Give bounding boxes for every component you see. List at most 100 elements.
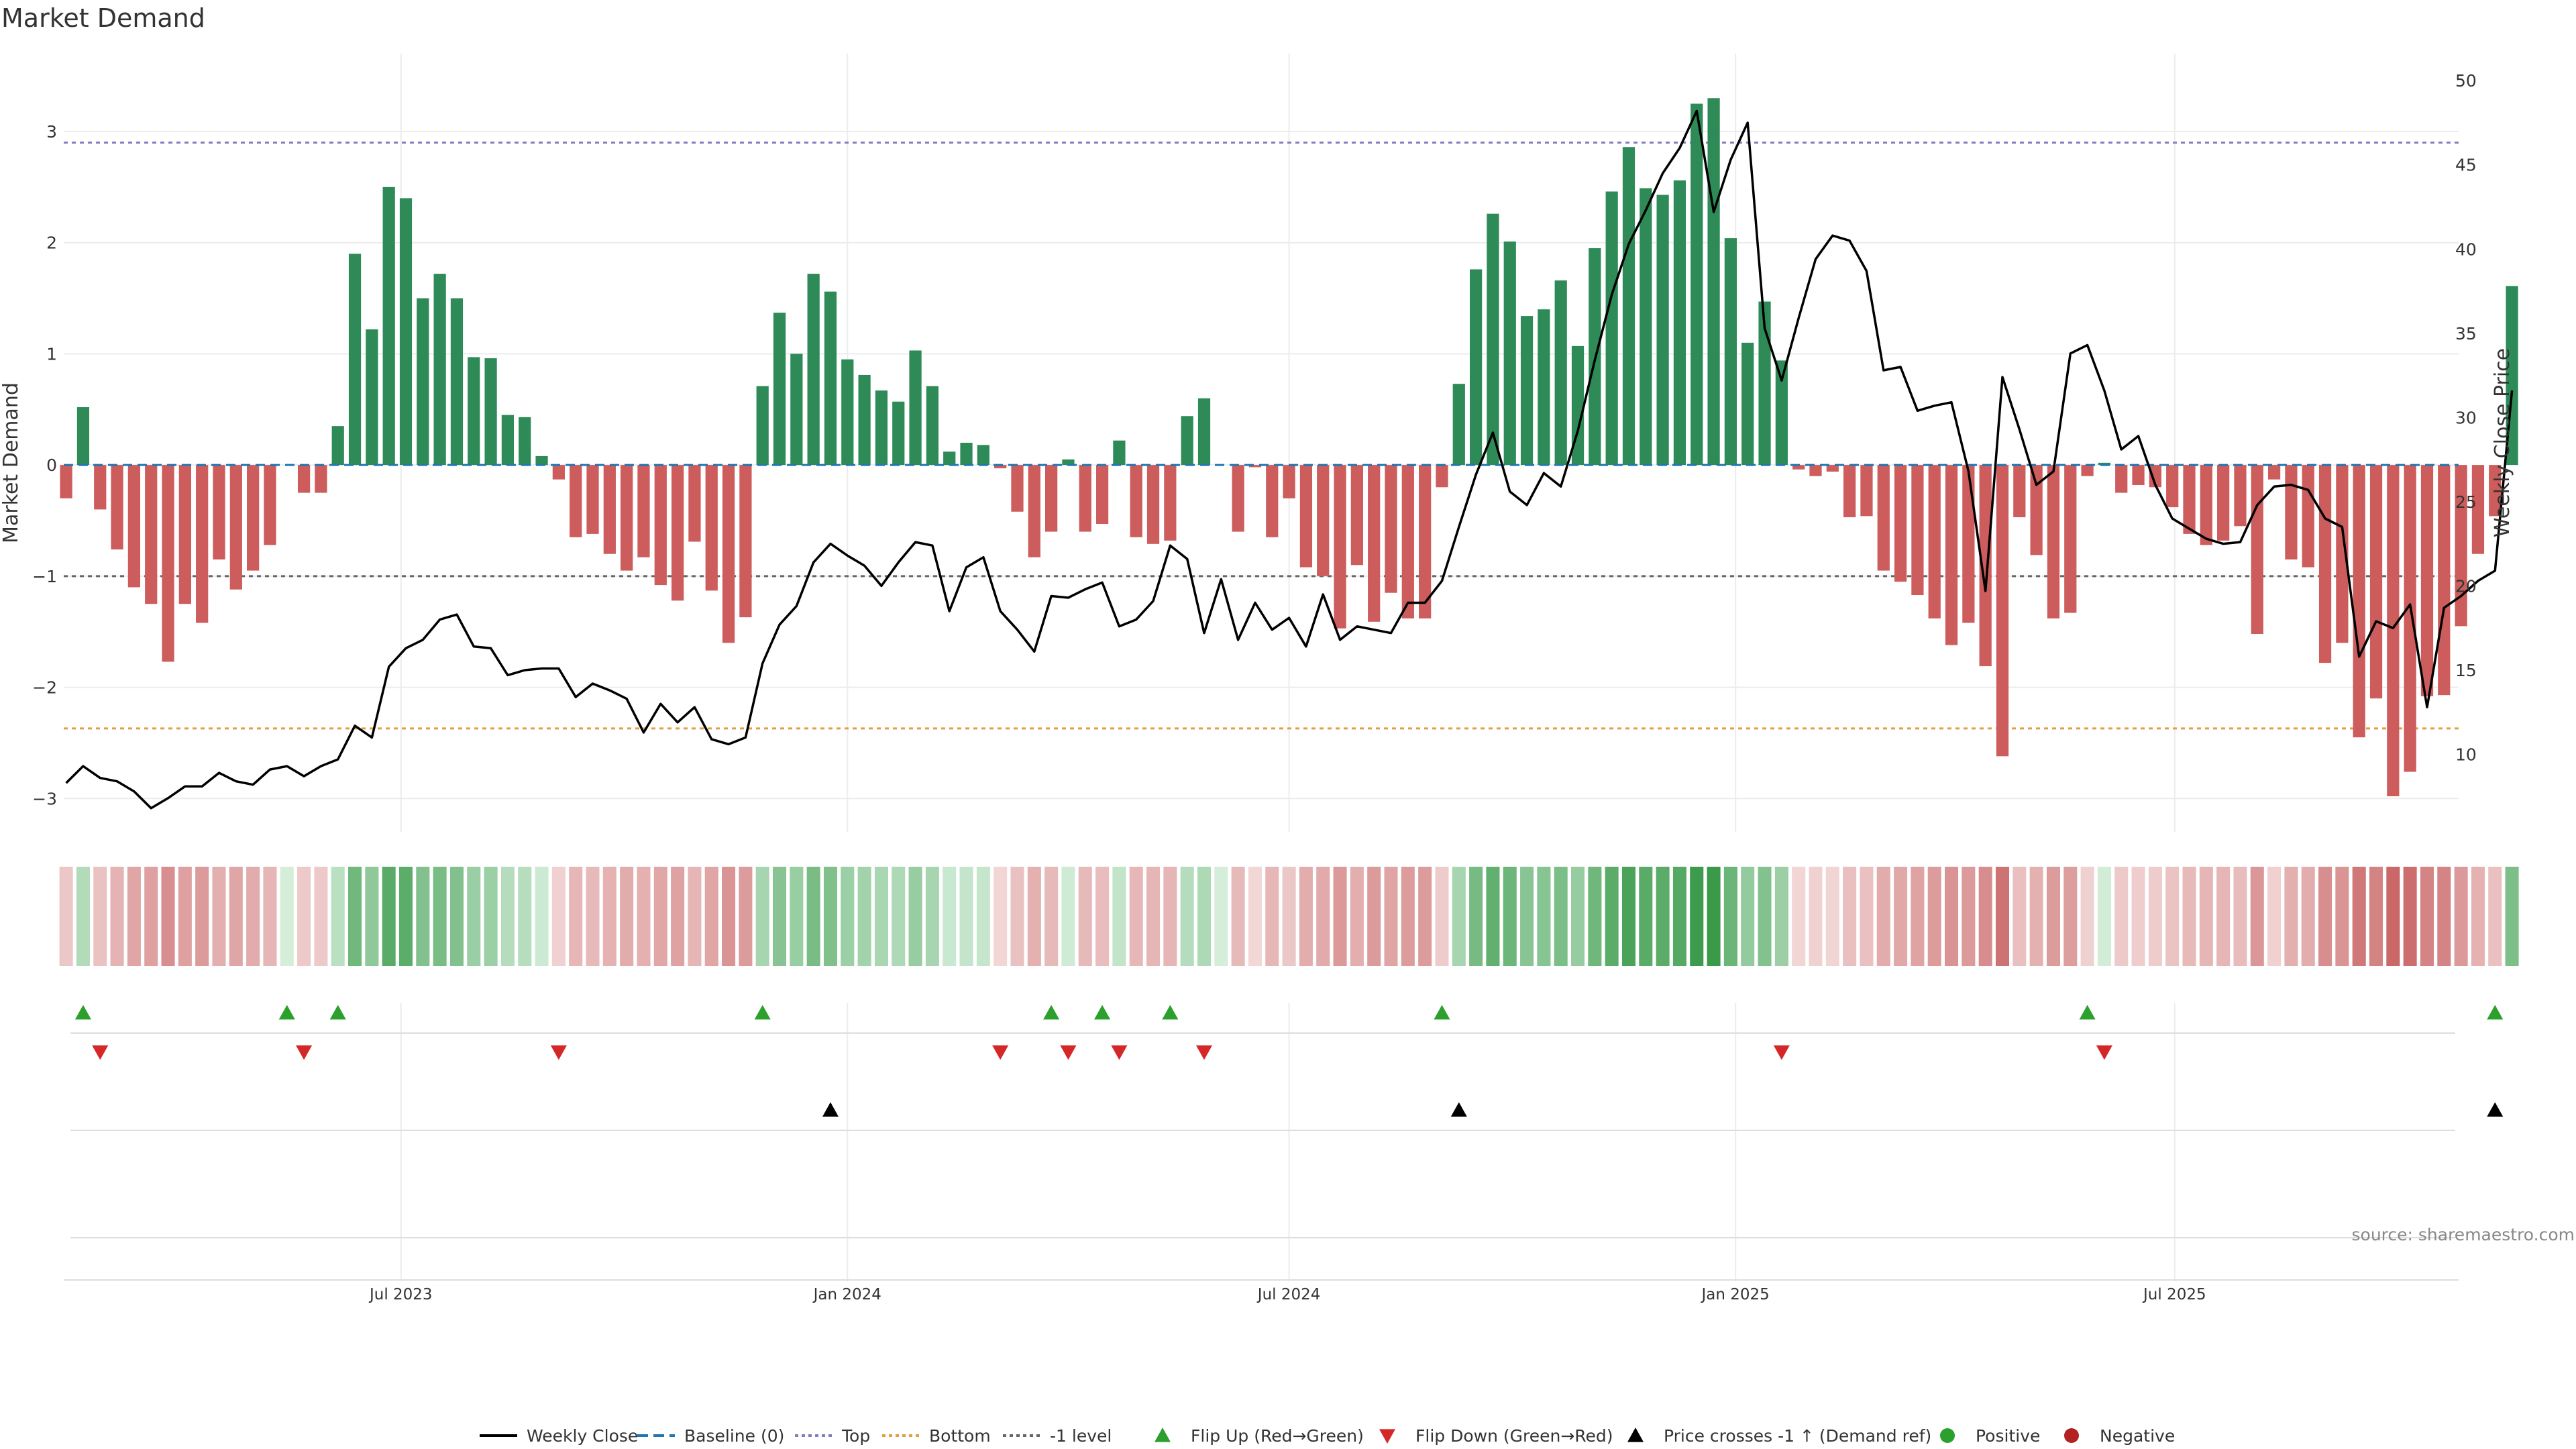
demand-bar — [145, 465, 158, 604]
demand-bar — [229, 465, 242, 590]
demand-bar — [1232, 465, 1244, 532]
flip-up-marker — [278, 1005, 295, 1020]
demand-bar — [603, 465, 616, 554]
heat-cell — [398, 867, 413, 966]
demand-bar — [586, 465, 599, 534]
demand-bar — [1605, 191, 1618, 466]
heat-cell — [1350, 867, 1364, 966]
demand-bar — [671, 465, 684, 601]
heat-cell — [2131, 867, 2145, 966]
heat-cell — [2267, 867, 2282, 966]
heat-cell — [348, 867, 362, 966]
legend-label: Flip Down (Green→Red) — [1415, 1426, 1613, 1446]
demand-bar — [1266, 465, 1279, 537]
heat-cell — [2148, 867, 2162, 966]
flip-up-marker — [2079, 1005, 2096, 1020]
heat-cell — [1621, 867, 1636, 966]
demand-bar — [127, 465, 141, 588]
demand-bar — [841, 359, 854, 466]
demand-bar — [2217, 465, 2230, 541]
heat-cell — [2403, 867, 2417, 966]
heat-cell — [2012, 867, 2027, 966]
heat-cell — [1520, 867, 1534, 966]
heat-cell — [772, 867, 787, 966]
legend-swatch — [2064, 1428, 2079, 1443]
heat-cell — [416, 867, 430, 966]
y-tick-left: 3 — [46, 122, 57, 142]
heat-cell — [178, 867, 192, 966]
flip-down-marker — [92, 1045, 109, 1060]
demand-bar — [1673, 180, 1686, 466]
legend-item: Weekly Close — [480, 1426, 638, 1446]
demand-bar — [1350, 465, 1363, 566]
demand-bar — [2353, 465, 2365, 738]
flip-up-marker — [1434, 1005, 1450, 1020]
heat-cell — [195, 867, 209, 966]
demand-bar — [1299, 465, 1313, 568]
heat-cell — [127, 867, 141, 966]
heat-cell — [2437, 867, 2451, 966]
demand-bar — [994, 465, 1007, 469]
demand-bar — [1622, 147, 1635, 466]
heat-cell — [2046, 867, 2060, 966]
heat-cell — [704, 867, 718, 966]
heat-cell — [722, 867, 736, 966]
y-tick-right: 45 — [2455, 156, 2477, 175]
demand-bar — [2489, 465, 2502, 517]
demand-bar — [1248, 465, 1262, 468]
heat-cell — [110, 867, 124, 966]
flip-down-marker — [1196, 1045, 1212, 1060]
heat-cell — [823, 867, 838, 966]
demand-bar — [535, 455, 548, 466]
demand-bar — [570, 465, 582, 537]
demand-bar — [705, 465, 718, 591]
demand-bar — [1554, 280, 1567, 466]
heat-cell — [1061, 867, 1075, 966]
x-axis: Jul 2023 Jan 2024 Jul 2024 Jan 2025 Jul 2025 — [368, 1286, 2206, 1303]
heat-cell — [2199, 867, 2213, 966]
y-tick-left: −2 — [32, 678, 57, 698]
demand-bar — [417, 298, 429, 466]
heat-cell — [2029, 867, 2043, 966]
heat-cell — [637, 867, 651, 966]
demand-bar — [1945, 465, 1958, 645]
demand-bar — [1469, 269, 1483, 466]
flip-up-marker — [2487, 1005, 2504, 1020]
demand-bar — [366, 329, 378, 466]
demand-bar — [943, 451, 956, 466]
heat-cell — [806, 867, 820, 966]
demand-bar — [722, 465, 735, 643]
heat-cell — [1656, 867, 1670, 966]
heat-cell — [1843, 867, 1857, 966]
demand-bar — [2302, 465, 2314, 568]
demand-bar — [196, 465, 209, 623]
demand-bar — [875, 390, 888, 466]
legend-label: Negative — [2100, 1426, 2175, 1446]
y-tick-left: −1 — [32, 567, 57, 586]
demand-bar — [1130, 465, 1142, 537]
heat-cell — [1044, 867, 1059, 966]
heat-cell — [586, 867, 600, 966]
demand-bar — [1996, 465, 2009, 757]
legend-item: Baseline (0) — [637, 1426, 784, 1446]
demand-bar — [2471, 465, 2485, 554]
demand-bar — [1334, 465, 1346, 629]
flip-up-marker — [329, 1005, 346, 1020]
demand-bar — [1707, 98, 1720, 466]
heat-cell — [2318, 867, 2332, 966]
event-markers — [74, 1005, 2504, 1117]
y-tick-right: 10 — [2455, 745, 2477, 765]
heat-cell — [246, 867, 260, 966]
demand-bar — [1283, 465, 1295, 498]
price-line-layer — [65, 109, 2514, 810]
demand-bar — [1113, 440, 1126, 466]
heat-cell — [976, 867, 990, 966]
demand-bar — [1452, 384, 1465, 466]
heat-cell — [1367, 867, 1381, 966]
heat-cell — [1027, 867, 1041, 966]
heat-cell — [1605, 867, 1619, 966]
y-tick-left: 2 — [46, 233, 57, 253]
heat-cell — [2097, 867, 2111, 966]
demand-bar — [1741, 342, 1754, 466]
heat-cell — [1197, 867, 1212, 966]
